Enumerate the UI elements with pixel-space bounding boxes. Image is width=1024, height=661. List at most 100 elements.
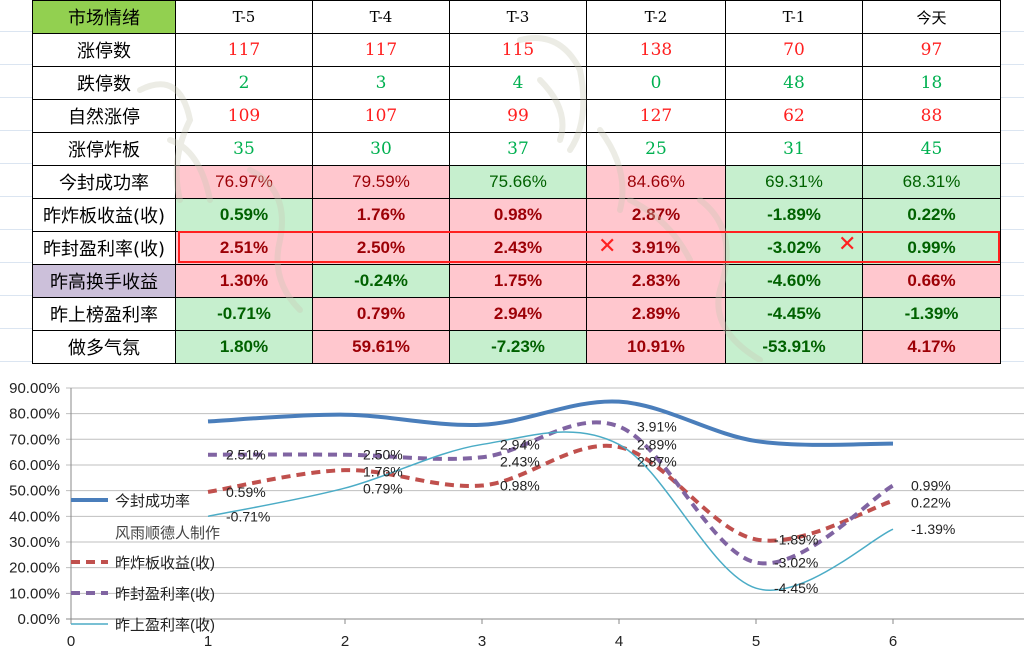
table-cell: 138	[586, 33, 726, 67]
table-cell: 2.83%	[586, 264, 726, 298]
data-label: 0.99%	[911, 478, 951, 494]
table-cell: 69.31%	[725, 165, 863, 199]
table-cell: 117	[175, 33, 313, 67]
y-tick-label: 90.00%	[9, 380, 60, 397]
column-header: T-5	[175, 0, 313, 34]
table-cell: 99	[449, 99, 587, 133]
y-tick-label: 40.00%	[9, 508, 60, 525]
table-row: 涨停数 117 117 115 138 70 97	[32, 33, 1001, 67]
table-cell: 0.22%	[862, 198, 1001, 232]
table-row: 昨高换手收益 1.30% -0.24% 1.75% 2.83% -4.60% 0.66%	[32, 264, 1001, 298]
table-cell: 0.66%	[862, 264, 1001, 298]
y-tick-label: 20.00%	[9, 560, 60, 577]
data-label: -3.02%	[774, 555, 818, 571]
table-cell: -4.60%	[725, 264, 863, 298]
table-cell: 1.30%	[175, 264, 313, 298]
market-sentiment-table: 市场情绪 T-5 T-4 T-3 T-2 T-1 今天 涨停数 117 117 115 138 70 97…	[32, 0, 1001, 364]
data-label: -4.45%	[774, 580, 818, 596]
row-label: 涨停数	[32, 33, 176, 67]
table-row: 昨炸板收益(收) 0.59% 1.76% 0.98% 2.87% -1.89% 0.22%	[32, 198, 1001, 232]
table-cell: 37	[449, 132, 587, 166]
column-header: 今天	[862, 0, 1001, 34]
y-tick-label: 70.00%	[9, 431, 60, 448]
table-cell: 109	[175, 99, 313, 133]
cross-mark: ✕	[598, 234, 617, 259]
table-cell: 4.17%	[862, 330, 1001, 364]
table-cell: -7.23%	[449, 330, 587, 364]
y-tick-label: 0.00%	[17, 611, 60, 628]
column-header: T-3	[449, 0, 587, 34]
legend-label: 今封成功率	[115, 493, 190, 510]
table-cell: -0.71%	[175, 297, 313, 331]
table-cell: 2.51%	[175, 231, 313, 265]
y-tick-label: 80.00%	[9, 406, 60, 423]
table-cell: 48	[725, 66, 863, 100]
table-cell: 30	[312, 132, 450, 166]
table-cell: 31	[725, 132, 863, 166]
data-label: 2.50%	[363, 447, 403, 463]
table-cell: 25	[586, 132, 726, 166]
row-label: 昨炸板收益(收)	[32, 198, 176, 232]
corner-header: 市场情绪	[32, 0, 176, 34]
table-row: 做多气氛 1.80% 59.61% -7.23% 10.91% -53.91% 4.17%	[32, 330, 1001, 364]
table-cell: 0	[586, 66, 726, 100]
table-cell: 2.89%	[586, 297, 726, 331]
x-tick-label: 5	[752, 633, 760, 650]
table-cell: 79.59%	[312, 165, 450, 199]
table-cell: 18	[862, 66, 1001, 100]
row-label: 昨高换手收益	[32, 264, 176, 298]
table-row: 昨封盈利率(收) 2.51% 2.50% 2.43% 3.91% -3.02% 0.99%	[32, 231, 1001, 265]
x-tick-label: 4	[615, 633, 623, 650]
table-cell: 127	[586, 99, 726, 133]
data-label: -0.71%	[226, 508, 270, 524]
table-cell: 70	[725, 33, 863, 67]
data-label: 0.59%	[226, 484, 266, 500]
y-tick-label: 60.00%	[9, 457, 60, 474]
table-cell: 68.31%	[862, 165, 1001, 199]
table-cell: 117	[312, 33, 450, 67]
table-cell: -1.89%	[725, 198, 863, 232]
row-label: 涨停炸板	[32, 132, 176, 166]
row-label: 跌停数	[32, 66, 176, 100]
column-header: T-4	[312, 0, 450, 34]
data-label: -1.89%	[774, 531, 818, 547]
table-cell: 45	[862, 132, 1001, 166]
row-label: 今封成功率	[32, 165, 176, 199]
table-cell: 1.75%	[449, 264, 587, 298]
row-label: 做多气氛	[32, 330, 176, 364]
column-header: T-1	[725, 0, 863, 34]
series-line	[207, 399, 894, 447]
y-tick-label: 50.00%	[9, 483, 60, 500]
data-label: 2.87%	[637, 453, 677, 469]
data-label: 2.89%	[637, 436, 677, 452]
table-cell: 4	[449, 66, 587, 100]
chart-credit: 风雨顺德人制作	[115, 524, 220, 542]
table-cell: 10.91%	[586, 330, 726, 364]
table-cell: 59.61%	[312, 330, 450, 364]
data-label: 3.91%	[637, 418, 677, 434]
data-label: 2.51%	[226, 447, 266, 463]
legend-label: 昨上盈利率(收)	[115, 617, 215, 634]
data-label: 2.43%	[500, 453, 540, 469]
table-cell: 0.79%	[312, 297, 450, 331]
table-cell: 2.50%	[312, 231, 450, 265]
header-row: 市场情绪 T-5 T-4 T-3 T-2 T-1 今天	[32, 0, 1001, 34]
table-cell: 76.97%	[175, 165, 313, 199]
table-cell: 0.99%	[862, 231, 1001, 265]
table-cell: -0.24%	[312, 264, 450, 298]
cross-mark: ✕	[838, 232, 857, 257]
table-cell: -4.45%	[725, 297, 863, 331]
data-label: -1.39%	[911, 521, 955, 537]
table-cell: 2	[175, 66, 313, 100]
table-cell: 3.91%	[586, 231, 726, 265]
table-cell: 88	[862, 99, 1001, 133]
table-cell: 0.98%	[449, 198, 587, 232]
data-label: 2.94%	[500, 436, 540, 452]
table-row: 跌停数 2 3 4 0 48 18	[32, 66, 1001, 100]
table-cell: 0.59%	[175, 198, 313, 232]
table-cell: 1.76%	[312, 198, 450, 232]
row-label: 自然涨停	[32, 99, 176, 133]
row-label: 昨封盈利率(收)	[32, 231, 176, 265]
row-label: 昨上榜盈利率	[32, 297, 176, 331]
table-cell: 2.87%	[586, 198, 726, 232]
